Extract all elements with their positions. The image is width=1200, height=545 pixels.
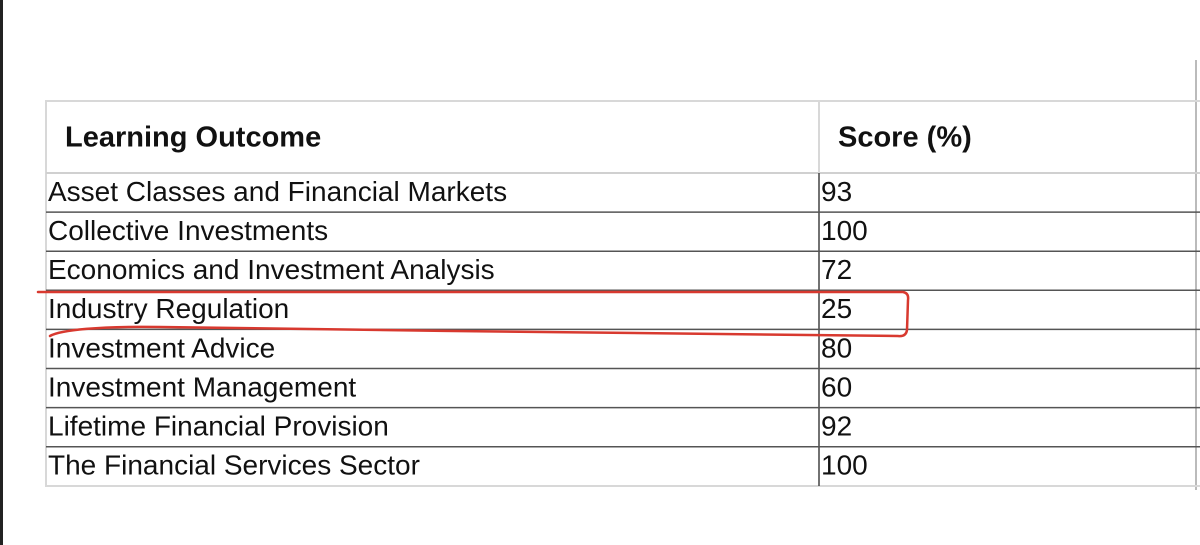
score-cell: 25 xyxy=(821,293,852,324)
score-cell: 80 xyxy=(821,332,852,363)
table: Learning Outcome Score (%) Asset Classes… xyxy=(45,100,1200,487)
score-cell: 72 xyxy=(821,254,852,285)
outcome-cell: Industry Regulation xyxy=(48,293,289,324)
header-cell: Score (%) xyxy=(838,122,972,154)
score-cell: 93 xyxy=(821,176,852,207)
outcome-cell: Asset Classes and Financial Markets xyxy=(48,176,507,207)
outcome-cell: Investment Advice xyxy=(48,332,275,363)
score-cell: 92 xyxy=(821,411,852,442)
outcome-cell: Economics and Investment Analysis xyxy=(48,254,495,285)
header-cell: Learning Outcome xyxy=(65,122,321,154)
outcome-cell: The Financial Services Sector xyxy=(48,450,420,481)
outcome-cell: Lifetime Financial Provision xyxy=(48,411,389,442)
left-edge xyxy=(0,0,3,545)
highlight-annotation xyxy=(36,289,910,338)
outcome-cell: Investment Management xyxy=(48,371,356,402)
score-cell: 100 xyxy=(821,450,868,481)
table-border xyxy=(45,100,1200,487)
score-cell: 100 xyxy=(821,215,868,246)
outcome-cell: Collective Investments xyxy=(48,215,328,246)
score-cell: 60 xyxy=(821,371,852,402)
